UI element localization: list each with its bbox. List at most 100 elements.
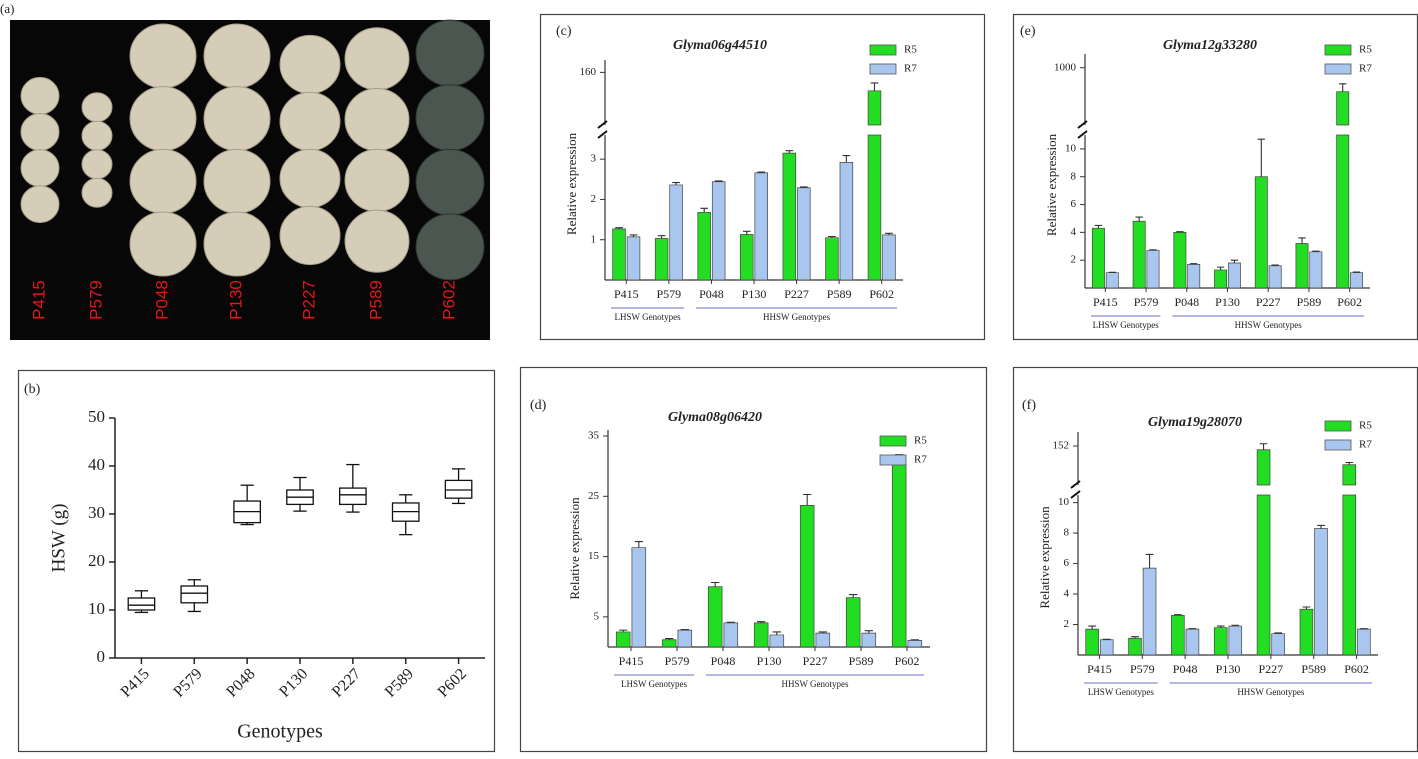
x-tick-label: P579 xyxy=(665,654,690,668)
axis-break xyxy=(1070,480,1081,489)
error-bar xyxy=(726,621,735,623)
x-tick-label: P227 xyxy=(329,665,364,700)
x-tick-label: P589 xyxy=(382,665,417,700)
error-bar xyxy=(1298,237,1306,244)
panel-label: (d) xyxy=(530,398,547,413)
error-bar xyxy=(842,154,851,163)
error-bar xyxy=(1135,216,1143,222)
bar xyxy=(1128,637,1142,656)
error-bar xyxy=(1274,632,1282,634)
x-tick-label: P415 xyxy=(619,654,644,668)
panel-label: (c) xyxy=(556,24,572,39)
y-tick-label: 152 xyxy=(1053,440,1070,452)
bar xyxy=(882,234,896,281)
x-tick-label: P227 xyxy=(803,654,828,668)
legend-label: R7 xyxy=(904,63,917,75)
bar xyxy=(654,238,669,281)
seed xyxy=(81,149,113,180)
legend-label: R5 xyxy=(914,435,927,447)
seed xyxy=(415,84,485,152)
chart-title: Glyma06g44510 xyxy=(673,38,767,53)
x-tick-label: P130 xyxy=(757,654,782,668)
bar xyxy=(753,622,769,648)
error-bar xyxy=(742,230,751,235)
legend-swatch xyxy=(1324,420,1352,432)
bar xyxy=(1309,251,1323,289)
chart-title: Glyma19g28070 xyxy=(1148,415,1242,430)
bar xyxy=(1314,528,1328,656)
seed xyxy=(129,148,197,214)
error-bar xyxy=(1149,249,1157,251)
error-bar xyxy=(1317,524,1325,529)
seed xyxy=(344,88,410,152)
legend-label: R5 xyxy=(1359,44,1372,56)
y-tick-label: 3 xyxy=(591,153,597,165)
legend-label: R7 xyxy=(1359,63,1372,75)
error-bar xyxy=(757,621,766,623)
axis-break xyxy=(1077,120,1088,129)
y-tick-label: 160 xyxy=(580,66,597,78)
box xyxy=(444,479,473,499)
x-tick-label: P579 xyxy=(657,287,682,301)
panel-frame xyxy=(539,13,986,341)
bar xyxy=(723,622,739,648)
legend-swatch xyxy=(1324,63,1352,75)
legend-swatch xyxy=(879,435,907,447)
legend-label: R7 xyxy=(1359,439,1372,451)
error-bar xyxy=(864,630,873,634)
box xyxy=(180,585,209,604)
bar xyxy=(711,181,726,281)
error-bar xyxy=(665,638,674,640)
x-tick-label: P048 xyxy=(711,654,736,668)
bar xyxy=(615,631,631,648)
seed-label: P579 xyxy=(86,280,105,320)
seed xyxy=(279,34,341,95)
error-bar xyxy=(634,540,643,548)
bar xyxy=(631,547,647,648)
error-bar xyxy=(818,631,827,634)
bar xyxy=(1228,625,1243,656)
bar xyxy=(839,162,854,281)
bar xyxy=(697,211,711,281)
error-bar xyxy=(828,235,836,238)
bar xyxy=(1227,262,1241,289)
x-tick-label: P579 xyxy=(1130,662,1155,676)
error-bar xyxy=(1131,636,1139,639)
bar xyxy=(612,228,626,281)
group-label: HHSW Genotypes xyxy=(763,312,831,322)
error-bar xyxy=(1257,138,1265,177)
seed xyxy=(279,205,341,266)
panel-label: (a) xyxy=(0,1,14,16)
seed xyxy=(20,113,60,151)
group-label: LHSW Genotypes xyxy=(615,312,682,322)
seed xyxy=(81,177,113,208)
bar xyxy=(1213,627,1228,656)
seed xyxy=(203,211,271,277)
y-tick-label: 1 xyxy=(591,233,597,245)
y-tick-label: 5 xyxy=(594,610,600,622)
bar xyxy=(1342,464,1357,656)
y-tick-label: 8 xyxy=(1071,170,1077,182)
bar xyxy=(845,597,861,648)
panel-label: (e) xyxy=(1020,24,1036,39)
legend-swatch xyxy=(1324,439,1352,451)
error-bar xyxy=(772,631,781,635)
bar xyxy=(1099,639,1114,656)
bar xyxy=(891,462,907,648)
error-bar xyxy=(711,581,720,587)
bar xyxy=(1299,608,1314,656)
bar xyxy=(769,634,785,648)
error-bar xyxy=(870,82,879,91)
y-tick-label: 25 xyxy=(588,490,600,502)
x-tick-label: P048 xyxy=(699,287,724,301)
x-tick-label: P589 xyxy=(1301,662,1326,676)
y-tick-label: 20 xyxy=(88,551,105,570)
bar xyxy=(1357,628,1371,656)
error-bar xyxy=(1145,553,1154,569)
x-tick-label: P589 xyxy=(849,654,874,668)
error-bar xyxy=(1312,250,1320,252)
x-tick-label: P415 xyxy=(1093,295,1118,309)
chart-title: Glyma12g33280 xyxy=(1163,38,1257,53)
x-tick-label: P227 xyxy=(1259,662,1284,676)
legend-swatch xyxy=(879,454,907,466)
